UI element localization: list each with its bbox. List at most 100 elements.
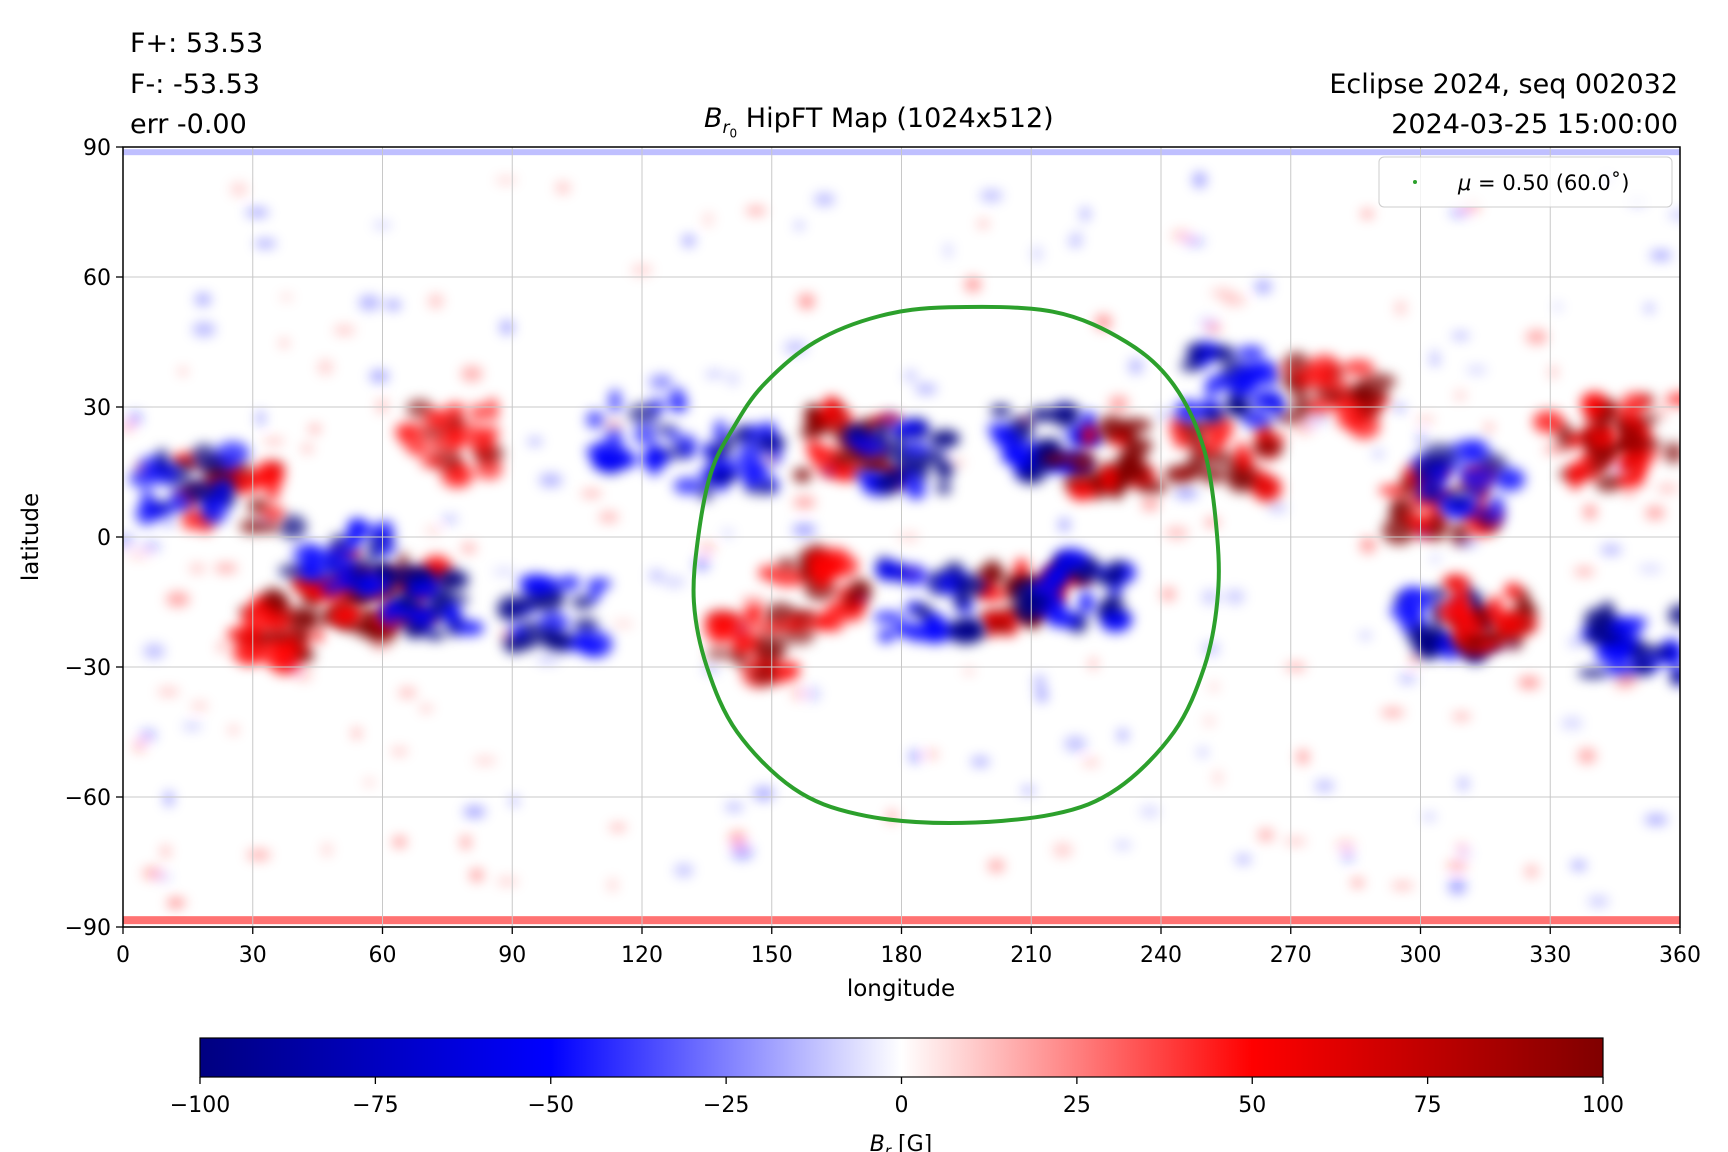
speckle-blob [358, 295, 381, 311]
speckle-blob [1360, 537, 1376, 554]
speckle-blob [1267, 503, 1288, 513]
title-subsubscript: 0 [729, 126, 738, 141]
speckle-blob [938, 445, 948, 456]
speckle-blob [127, 552, 150, 559]
speckle-blob [1587, 896, 1610, 907]
speckle-blob [1164, 527, 1189, 539]
region-blob [699, 443, 717, 457]
speckle-blob [170, 898, 188, 907]
speckle-blob [419, 705, 433, 712]
region-blob [443, 604, 458, 626]
speckle-blob [1235, 854, 1252, 865]
region-blob [1618, 450, 1636, 475]
speckle-blob [294, 668, 313, 682]
speckle-blob [1174, 488, 1198, 499]
region-blob [1204, 383, 1218, 395]
speckle-blob [389, 615, 402, 628]
y-tick-label: 30 [83, 396, 111, 421]
speckle-blob [1201, 589, 1220, 605]
region-blob [749, 663, 778, 687]
speckle-blob [164, 790, 174, 807]
region-blob [947, 616, 983, 645]
speckle-blob [245, 208, 269, 217]
region-blob [1458, 468, 1480, 484]
speckle-blob [1225, 589, 1245, 604]
region-blob [184, 478, 221, 503]
title-text: HipFT Map (1024x512) [745, 103, 1054, 134]
region-blob [872, 611, 904, 623]
region-blob [265, 628, 294, 644]
y-axis-ticks: −90 −60 −30 0 30 60 90 [65, 136, 123, 941]
speckle-blob [980, 189, 1003, 202]
speckle-blob [1394, 404, 1406, 412]
region-blob [467, 437, 496, 453]
region-blob [1101, 466, 1116, 492]
speckle-blob [1141, 497, 1160, 511]
region-blob [705, 470, 740, 484]
speckle-blob [1160, 587, 1176, 602]
region-blob [1270, 390, 1283, 409]
speckle-blob [1351, 878, 1364, 888]
speckle-blob [1208, 682, 1219, 691]
region-blob [559, 575, 581, 591]
speckle-blob [128, 411, 143, 425]
speckle-blob [246, 849, 271, 861]
region-blob [1116, 418, 1153, 433]
speckle-blob [363, 779, 375, 786]
region-blob [320, 578, 344, 596]
speckle-blob [792, 523, 817, 537]
speckle-blob [597, 449, 621, 458]
speckle-blob [745, 206, 767, 215]
speckle-blob [143, 643, 166, 659]
x-tick-label: 120 [621, 943, 663, 968]
region-blob [265, 481, 280, 501]
region-blob [1594, 411, 1609, 434]
speckle-blob [1071, 230, 1083, 237]
speckle-blob [170, 502, 194, 511]
speckle-blob [1197, 747, 1208, 757]
region-blob [1006, 447, 1024, 464]
speckle-blob [705, 371, 724, 378]
region-blob [1663, 442, 1680, 464]
speckle-blob [1089, 658, 1098, 670]
region-blob [671, 399, 688, 412]
speckle-blob [1571, 861, 1587, 870]
region-blob [396, 553, 410, 569]
x-tick-label: 240 [1140, 943, 1182, 968]
region-blob [373, 543, 397, 556]
region-blob [579, 631, 613, 658]
colorbar-label-sub: r [885, 1142, 892, 1152]
region-negative-3 [370, 560, 485, 641]
speckle-blob [371, 638, 391, 653]
speckle-blob [1524, 864, 1539, 878]
region-blob [797, 556, 812, 580]
speckle-blob [1431, 555, 1440, 562]
colorbar-label-unit: [G] [891, 1132, 932, 1152]
region-blob [919, 619, 942, 644]
region-blob [1516, 588, 1531, 615]
speckle-blob [1394, 300, 1407, 316]
speckle-blob [428, 293, 444, 309]
speckle-blob [321, 842, 333, 857]
speckle-blob [1210, 288, 1235, 298]
mu-contour [691, 304, 1221, 826]
region-blob [261, 506, 286, 521]
speckle-blob [792, 686, 804, 701]
speckle-blob [1192, 171, 1207, 188]
region-blob [455, 620, 485, 636]
region-blob [1430, 464, 1449, 481]
speckle-blob [722, 528, 734, 538]
speckle-blob [1656, 405, 1669, 419]
speckle-blob [1504, 640, 1520, 649]
region-blob [155, 447, 169, 474]
speckle-blob [1082, 758, 1100, 766]
speckle-blob [1052, 842, 1073, 858]
speckle-blob [1169, 428, 1185, 436]
region-blob [215, 441, 250, 465]
region-blob [744, 604, 762, 622]
region-blob [1249, 360, 1277, 371]
speckle-blob [441, 514, 458, 524]
speckle-blob [1456, 843, 1467, 851]
speckle-blob [1549, 365, 1558, 379]
speckle-blob [1398, 673, 1417, 684]
